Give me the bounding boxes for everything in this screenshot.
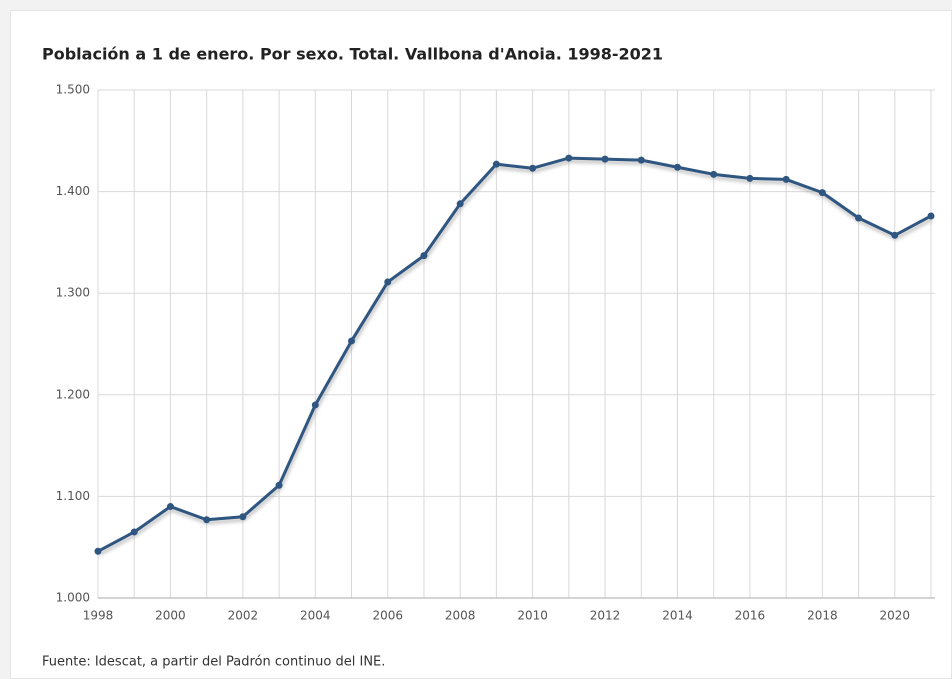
x-tick-label: 2006 bbox=[372, 609, 403, 623]
point bbox=[927, 212, 935, 220]
point bbox=[565, 154, 573, 162]
line-shadow bbox=[98, 159, 933, 557]
y-tick-label: 1.400 bbox=[56, 184, 90, 198]
point bbox=[818, 189, 826, 197]
x-tick-label: 2010 bbox=[517, 609, 548, 623]
card bbox=[10, 10, 952, 679]
point bbox=[637, 156, 645, 164]
x-tick-label: 1998 bbox=[83, 609, 114, 623]
x-tick-label: 2014 bbox=[662, 609, 693, 623]
point bbox=[855, 214, 863, 222]
point bbox=[601, 155, 609, 163]
x-tick-label: 2002 bbox=[228, 609, 259, 623]
point bbox=[492, 160, 500, 168]
point bbox=[348, 337, 356, 345]
point bbox=[275, 481, 283, 489]
line bbox=[97, 156, 932, 553]
point bbox=[710, 170, 718, 178]
point bbox=[782, 175, 790, 183]
y-tick-label: 1.300 bbox=[56, 286, 90, 300]
point bbox=[891, 231, 899, 239]
x-tick-label: 2020 bbox=[880, 609, 911, 623]
chart-title: Población a 1 de enero. Por sexo. Total.… bbox=[42, 45, 663, 64]
point bbox=[166, 503, 174, 511]
source: Fuente: Idescat, a partir del Padrón con… bbox=[42, 655, 385, 670]
point bbox=[239, 513, 247, 521]
x-tick-label: 2016 bbox=[735, 609, 766, 623]
point bbox=[456, 200, 464, 208]
point bbox=[311, 401, 319, 409]
point bbox=[420, 252, 428, 260]
y-tick-label: 1.100 bbox=[56, 489, 90, 503]
y-tick-label: 1.200 bbox=[56, 387, 90, 401]
x-tick-label: 2012 bbox=[590, 609, 621, 623]
point bbox=[746, 174, 754, 182]
point bbox=[203, 516, 211, 524]
point bbox=[94, 547, 102, 555]
y-tick-label: 1.000 bbox=[56, 591, 90, 605]
y-tick-label: 1.500 bbox=[56, 83, 90, 97]
point bbox=[130, 528, 138, 536]
point bbox=[529, 164, 537, 172]
x-tick-label: 2018 bbox=[807, 609, 838, 623]
point bbox=[384, 278, 392, 286]
x-tick-label: 2000 bbox=[155, 609, 186, 623]
point bbox=[673, 163, 681, 171]
x-tick-label: 2004 bbox=[300, 609, 331, 623]
x-tick-label: 2008 bbox=[445, 609, 476, 623]
